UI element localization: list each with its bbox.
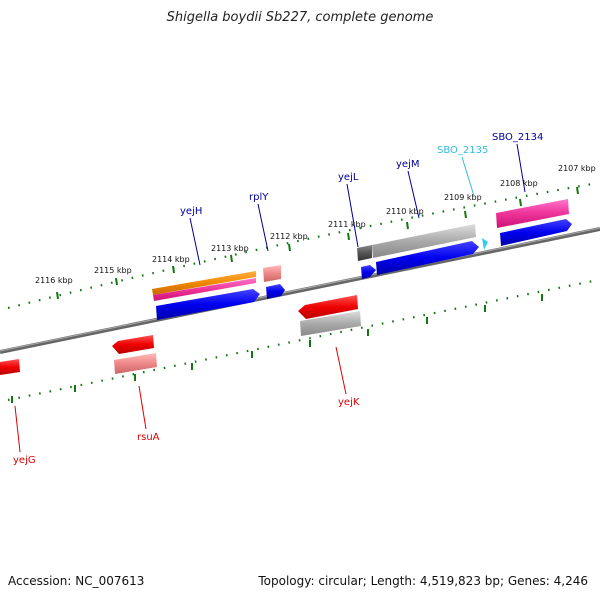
- kbp-label: 2112 kbp: [270, 232, 308, 241]
- gene-bar-yejL-grey[interactable]: [357, 245, 372, 261]
- gene-label-yejM[interactable]: yejM: [396, 159, 419, 170]
- gene-label-yejL[interactable]: yejL: [338, 172, 359, 183]
- gene-arrow-rplY[interactable]: [266, 284, 285, 299]
- kbp-label: 2109 kbp: [444, 193, 482, 202]
- reverse-features: [0, 295, 361, 375]
- kbp-labels: 2116 kbp 2115 kbp 2114 kbp 2113 kbp 2112…: [35, 164, 596, 285]
- gene-arrow-rsuA[interactable]: [112, 335, 154, 354]
- kbp-label: 2116 kbp: [35, 276, 73, 285]
- gene-labels-bottom: yejG rsuA yejK: [13, 397, 360, 466]
- gene-bar-orange[interactable]: [152, 271, 256, 295]
- outer-ticks: [56, 186, 579, 300]
- gene-bar-rplY-light[interactable]: [263, 265, 281, 282]
- kbp-label: 2114 kbp: [152, 255, 190, 264]
- inner-scale-track: [7, 278, 599, 402]
- gene-bar-SBO_2134-pink[interactable]: [496, 199, 569, 228]
- gene-label-rplY[interactable]: rplY: [249, 192, 269, 203]
- kbp-label: 2111 kbp: [328, 220, 366, 229]
- gene-arrow-yejG[interactable]: [0, 359, 20, 375]
- kbp-label: 2113 kbp: [211, 244, 249, 253]
- map-title: Shigella boydii Sb227, complete genome: [166, 10, 434, 25]
- gene-label-yejK[interactable]: yejK: [338, 397, 360, 408]
- gene-arrow-yejM[interactable]: [376, 241, 479, 275]
- gene-label-rsuA[interactable]: rsuA: [137, 432, 160, 443]
- gene-bar-yejM-grey[interactable]: [372, 224, 476, 258]
- forward-features: [152, 199, 572, 320]
- genome-backbone: [0, 227, 600, 354]
- gene-bar-pink[interactable]: [153, 278, 256, 301]
- gene-label-yejH[interactable]: yejH: [180, 206, 202, 217]
- gene-arrow-yejL[interactable]: [361, 265, 376, 279]
- accession-text: Accession: NC_007613: [8, 574, 145, 588]
- gene-arrow-yejH[interactable]: [156, 289, 260, 320]
- gene-labels-top: yejH rplY yejL yejM SBO_2135 SBO_2134: [180, 132, 543, 217]
- genome-summary-text: Topology: circular; Length: 4,519,823 bp…: [258, 574, 588, 588]
- gene-label-SBO_2135[interactable]: SBO_2135: [437, 145, 488, 156]
- gene-bar-rsuA-light[interactable]: [114, 353, 157, 374]
- kbp-label: 2107 kbp: [558, 164, 596, 173]
- kbp-label: 2115 kbp: [94, 266, 132, 275]
- label-leaders: [14, 143, 526, 453]
- gene-label-yejG[interactable]: yejG: [13, 455, 36, 466]
- gene-bar-yejK-grey[interactable]: [300, 311, 361, 336]
- kbp-label: 2110 kbp: [386, 207, 424, 216]
- gene-arrow-SBO_2135[interactable]: [482, 238, 488, 250]
- gene-label-SBO_2134[interactable]: SBO_2134: [492, 132, 543, 143]
- gene-arrow-SBO_2134[interactable]: [500, 219, 572, 246]
- kbp-label: 2108 kbp: [500, 179, 538, 188]
- gene-arrow-yejK[interactable]: [298, 295, 358, 319]
- inner-ticks: [11, 294, 543, 403]
